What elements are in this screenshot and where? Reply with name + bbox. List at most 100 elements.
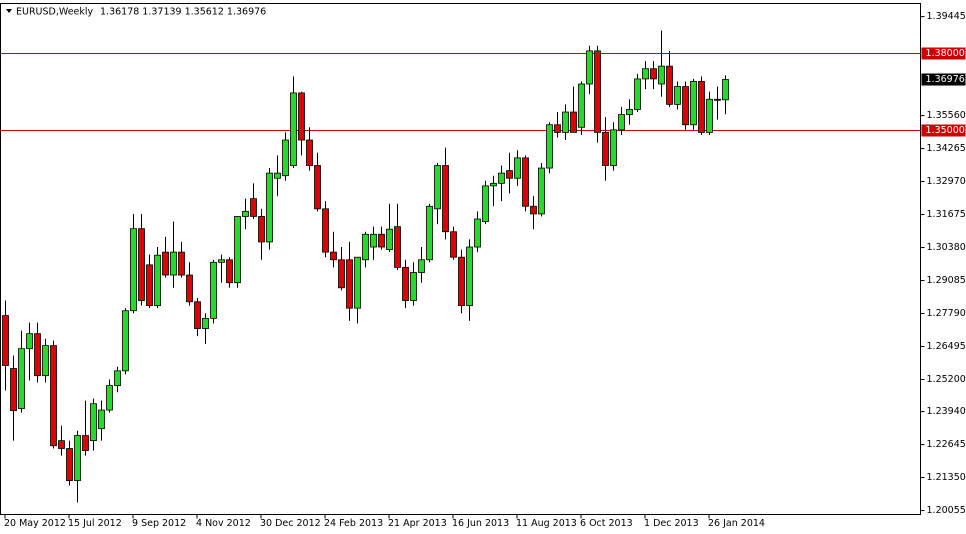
candle-body bbox=[698, 81, 705, 133]
candle-body bbox=[658, 65, 665, 85]
candle-body bbox=[282, 139, 289, 177]
candle-body bbox=[362, 233, 369, 261]
candle-body bbox=[122, 310, 129, 372]
candle-body bbox=[546, 124, 553, 169]
x-tick-label: 6 Oct 2013 bbox=[580, 518, 633, 529]
candle-body bbox=[18, 348, 25, 409]
y-tick-label: 1.27790 bbox=[927, 308, 966, 319]
y-tick-label: 1.22645 bbox=[927, 439, 966, 450]
candle-body bbox=[170, 251, 177, 276]
candle-body bbox=[266, 172, 273, 243]
y-tick-label: 1.31675 bbox=[927, 209, 966, 220]
candle-body bbox=[202, 317, 209, 329]
x-tick-label: 26 Jan 2014 bbox=[708, 518, 765, 529]
candle-body bbox=[274, 172, 281, 179]
x-tick-label: 30 Dec 2012 bbox=[260, 518, 321, 529]
x-tick-label: 24 Feb 2013 bbox=[324, 518, 383, 529]
ohlc-label: 1.36178 1.37139 1.35612 1.36976 bbox=[100, 7, 266, 18]
candle-body bbox=[330, 251, 337, 261]
candle-body bbox=[626, 109, 633, 115]
candle-body bbox=[618, 114, 625, 131]
candle-body bbox=[490, 182, 497, 187]
last-price-label: 1.36976 bbox=[926, 74, 965, 85]
candle-body bbox=[130, 228, 137, 312]
candle-body bbox=[378, 233, 385, 248]
candle-body bbox=[258, 216, 265, 243]
candle-body bbox=[506, 170, 513, 179]
candle-body bbox=[210, 261, 217, 319]
x-tick-label: 20 May 2012 bbox=[4, 518, 66, 529]
candle-body bbox=[442, 165, 449, 233]
candle-body bbox=[530, 205, 537, 215]
candle-body bbox=[146, 264, 153, 307]
candle-body bbox=[466, 246, 473, 307]
candle-body bbox=[90, 403, 97, 442]
candle-body bbox=[338, 259, 345, 289]
candle-body bbox=[562, 111, 569, 133]
candle-body bbox=[538, 167, 545, 215]
candle-body bbox=[322, 208, 329, 253]
candle-body bbox=[74, 435, 81, 482]
candle-body bbox=[586, 50, 593, 85]
candle-body bbox=[66, 448, 73, 482]
candle-body bbox=[634, 78, 641, 110]
candle-body bbox=[98, 409, 105, 430]
last-price-box bbox=[921, 73, 966, 86]
candle-body bbox=[306, 139, 313, 166]
candle-body bbox=[642, 68, 649, 80]
candle-body bbox=[570, 111, 577, 133]
candle-body bbox=[602, 131, 609, 166]
candle-body bbox=[402, 267, 409, 301]
candle-body bbox=[298, 92, 305, 141]
x-tick-label: 9 Sep 2012 bbox=[132, 518, 186, 529]
candle-body bbox=[450, 231, 457, 258]
y-tick-label: 1.30380 bbox=[927, 242, 966, 253]
candle-body bbox=[2, 315, 9, 366]
menu-arrow bbox=[6, 9, 12, 13]
candle-body bbox=[410, 272, 417, 301]
candle-body bbox=[34, 333, 41, 377]
x-tick-label: 4 Nov 2012 bbox=[196, 518, 251, 529]
y-tick-label: 1.21350 bbox=[927, 472, 966, 483]
candle-body bbox=[514, 157, 521, 179]
candle-body bbox=[26, 333, 33, 350]
level-label-box bbox=[921, 47, 966, 60]
candle-body bbox=[666, 65, 673, 105]
candle-body bbox=[706, 98, 713, 133]
candle-body bbox=[82, 435, 89, 451]
level-label: 1.38000 bbox=[926, 48, 965, 59]
candle-body bbox=[594, 50, 601, 133]
y-tick-label: 1.23940 bbox=[927, 406, 966, 417]
candle-body bbox=[242, 210, 249, 217]
candle-body bbox=[370, 233, 377, 248]
plot-frame bbox=[0, 3, 921, 515]
y-tick-label: 1.20055 bbox=[927, 505, 966, 516]
candle-body bbox=[394, 226, 401, 268]
candle-body bbox=[290, 92, 297, 166]
y-tick-label: 1.25200 bbox=[927, 374, 966, 385]
candle-body bbox=[690, 81, 697, 126]
candle-body bbox=[650, 68, 657, 80]
candle-body bbox=[386, 228, 393, 250]
y-tick-label: 1.29085 bbox=[927, 275, 966, 286]
y-tick-label: 1.32970 bbox=[927, 176, 966, 187]
y-tick-label: 1.34265 bbox=[927, 143, 966, 154]
candle-body bbox=[498, 172, 505, 184]
candle-body bbox=[522, 157, 529, 207]
candle-body bbox=[194, 301, 201, 329]
candle-body bbox=[42, 345, 49, 377]
candle-body bbox=[10, 368, 17, 411]
candle-body bbox=[114, 370, 121, 387]
candle-body bbox=[314, 165, 321, 210]
candle-body bbox=[426, 205, 433, 261]
candle-body bbox=[58, 440, 65, 449]
x-tick-label: 11 Aug 2013 bbox=[516, 518, 577, 529]
candle-body bbox=[434, 165, 441, 210]
candle-body bbox=[578, 83, 585, 128]
candle-body bbox=[682, 86, 689, 126]
x-tick-label: 1 Dec 2013 bbox=[644, 518, 699, 529]
candle-body bbox=[218, 259, 225, 263]
